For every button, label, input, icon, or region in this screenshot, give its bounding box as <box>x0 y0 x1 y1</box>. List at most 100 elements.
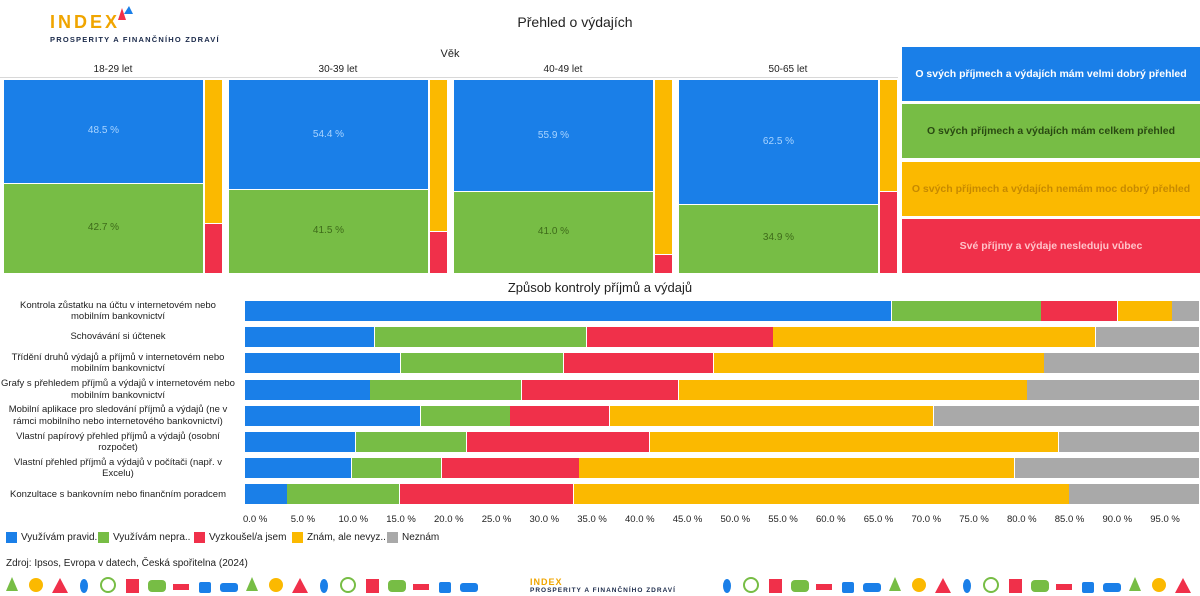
bar-segment <box>245 327 375 348</box>
mosaic-segment-fairly-good <box>679 204 878 273</box>
wave-icon <box>863 583 881 592</box>
legend-label: Neznám <box>402 532 440 543</box>
data-label: 34.9 % <box>762 232 795 244</box>
bench-icon <box>1056 584 1072 590</box>
legend-label: Vyzkoušel/a jsem <box>209 532 287 543</box>
legend-item: Vyzkoušel/a jsem <box>194 532 286 543</box>
bar-segment <box>374 327 587 348</box>
age-label: 18-29 let <box>93 64 133 75</box>
x-tick-label: 60.0 % <box>816 514 846 525</box>
house-icon <box>366 579 379 593</box>
data-label: 41.0 % <box>537 226 570 238</box>
row-label: Kontrola zůstatku na účtu v internetovém… <box>20 299 216 323</box>
row-label: Vlastní přehled příjmů a výdajů v počíta… <box>13 456 223 480</box>
bar-segment <box>1027 379 1200 400</box>
legend-item: Neznám <box>387 532 439 543</box>
bar-segment <box>609 405 934 426</box>
data-label: 41.5 % <box>312 225 345 237</box>
x-tick-label: 45.0 % <box>672 514 703 525</box>
bar-segment <box>521 379 679 400</box>
bench-icon <box>173 584 189 590</box>
bar-segment <box>245 432 356 452</box>
x-tick-label: 55.0 % <box>768 514 798 525</box>
bar-segment <box>678 379 1027 400</box>
mountain-icon <box>292 578 308 593</box>
age-label: 40-49 let <box>543 64 583 75</box>
x-tick-label: 90.0 % <box>1102 514 1133 525</box>
car-icon <box>791 580 809 592</box>
house-icon <box>126 579 139 593</box>
row-label: Konzultace s bankovním nebo finančním po… <box>10 488 226 500</box>
x-tick-label: 25.0 % <box>481 514 512 525</box>
legend-swatch <box>194 532 205 543</box>
mosaic-segment-fairly-good <box>4 183 203 273</box>
x-tick-label: 95.0 % <box>1150 514 1180 525</box>
bar-segment <box>649 432 1059 452</box>
bar-segment <box>245 301 892 321</box>
mosaic-segment-fairly-good <box>454 192 653 273</box>
fountain-icon <box>199 582 211 593</box>
bar-segment <box>1172 301 1200 321</box>
bar-segment <box>713 353 1044 374</box>
bar-segment <box>573 484 1069 505</box>
row-label: Schovávání si účtenek <box>70 331 166 343</box>
mosaic-segment-not-tracking <box>655 255 672 273</box>
bar-segment <box>1069 484 1200 505</box>
tree-icon <box>6 577 18 591</box>
x-tick-label: 75.0 % <box>959 514 989 525</box>
bar-segment <box>399 484 573 505</box>
sun-icon <box>912 578 926 592</box>
sun-icon <box>269 578 283 592</box>
legend-tile: O svých příjmech a výdajích mám celkem p… <box>902 104 1200 158</box>
x-tick-label: 40.0 % <box>625 514 655 525</box>
mosaic-segment-not-good <box>880 80 897 192</box>
x-tick-label: 35.0 % <box>577 514 607 525</box>
mosaic-segment-very-good <box>4 80 203 183</box>
bar-segment <box>245 379 370 400</box>
bench-icon <box>413 584 429 590</box>
x-tick-label: 15.0 % <box>386 514 416 525</box>
bar-segment <box>510 405 610 426</box>
legend-swatch <box>6 532 17 543</box>
x-tick-label: 80.0 % <box>1007 514 1037 525</box>
bar-segment <box>370 379 522 400</box>
mosaic-segment-fairly-good <box>229 190 428 273</box>
bar-segment <box>579 458 1015 479</box>
age-label: 30-39 let <box>318 64 358 75</box>
bar-segment <box>891 301 1041 321</box>
age-label: 50-65 let <box>768 64 808 75</box>
bar-segment <box>355 432 467 452</box>
age-axis-title: Věk <box>440 48 460 60</box>
flame-icon <box>80 579 88 593</box>
mosaic-segment-not-good <box>655 80 672 255</box>
fountain-icon <box>842 582 854 593</box>
logo-word: INDEX <box>50 12 121 32</box>
data-label: 54.4 % <box>312 128 345 140</box>
footer-logo-subtitle: PROSPERITY A FINANČNÍHO ZDRAVÍ <box>530 587 676 594</box>
mosaic-segment-not-good <box>430 80 447 231</box>
data-label: 55.9 % <box>537 129 570 141</box>
row-label: Mobilní aplikace pro sledování příjmů a … <box>8 404 228 427</box>
bar-segment <box>1014 458 1200 479</box>
x-tick-label: 10.0 % <box>338 514 369 525</box>
chart-title: Přehled o výdajích <box>517 14 633 30</box>
mountain-icon <box>52 578 68 593</box>
flame-icon <box>963 579 971 593</box>
x-tick-label: 30.0 % <box>529 514 560 525</box>
bar-segment <box>466 432 650 452</box>
sun-icon <box>1152 578 1166 592</box>
x-tick-label: 20.0 % <box>434 514 464 525</box>
x-tick-label: 50.0 % <box>720 514 751 525</box>
house-icon <box>1009 579 1022 593</box>
mosaic-segment-very-good <box>679 80 878 204</box>
legend-item: Využívám nepra.. <box>98 532 190 543</box>
age-header-rule <box>0 77 898 78</box>
flame-icon <box>320 579 328 593</box>
bar-segment <box>563 353 714 374</box>
bar-segment <box>933 405 1200 426</box>
car-icon <box>388 580 406 592</box>
data-label: 48.5 % <box>87 125 120 137</box>
source-note: Zdroj: Ipsos, Evropa v datech, Česká spo… <box>6 558 248 569</box>
bench-icon <box>816 584 832 590</box>
bar-segment <box>245 405 421 426</box>
